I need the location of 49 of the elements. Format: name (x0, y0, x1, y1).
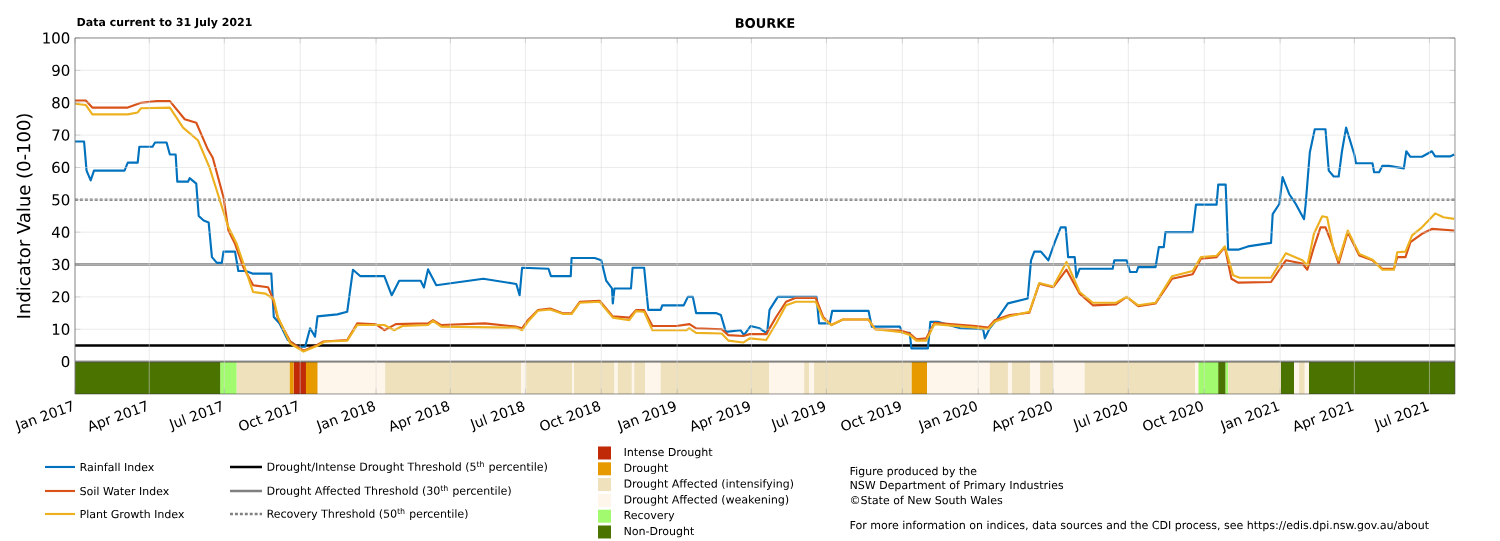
y-tick-label: 100 (43, 32, 70, 44)
legend-label: Drought Affected Threshold (30$^{th}$ percentile) (267, 485, 511, 497)
x-tick-label: Oct 2019 (841, 401, 901, 431)
y-tick-label: 20 (52, 291, 70, 303)
legend-label: Non-Drought (624, 526, 694, 538)
text: For more information on indices, data sources and the CDI process, see https://edis.dpi.nsw.gov.au/about (850, 520, 1429, 532)
legend-label: Soil Water Index (80, 486, 169, 496)
y-tick-label: 60 (52, 161, 70, 174)
chart-title: BOURKE (735, 18, 795, 28)
text: Data current to 31 July 2021 (77, 17, 252, 29)
y-tick-label: 70 (52, 129, 70, 141)
y-tick-label: 30 (52, 258, 70, 271)
x-tick-label: Apr 2018 (390, 401, 450, 432)
legend-label: Plant Growth Index (80, 509, 185, 519)
x-tick-label: Oct 2017 (239, 400, 297, 431)
legend-label: Intense Drought (624, 447, 713, 459)
legend-label: Drought/Intense Drought Threshold (5$^{th}$ percentile) (267, 461, 547, 473)
text: ©State of New South Wales (851, 495, 1003, 505)
text: Figure produced by the (850, 466, 977, 478)
legend-label: Rainfall Index (80, 462, 154, 472)
x-tick-label: Jan 2020 (918, 401, 977, 434)
text: NSW Department of Primary Industries (850, 480, 1064, 492)
x-tick-label: Apr 2020 (993, 401, 1052, 432)
x-tick-label: Oct 2018 (540, 401, 601, 431)
x-tick-label: Jul 2019 (771, 401, 826, 433)
legend-label: Drought (624, 463, 669, 475)
x-tick-label: Apr 2019 (691, 401, 750, 432)
y-tick-label: 40 (51, 226, 70, 238)
y-axis-title: Indicator Value (0-100) (16, 114, 33, 318)
x-tick-label: Jul 2020 (1073, 401, 1128, 433)
y-tick-label: 90 (52, 64, 70, 77)
x-tick-label: Apr 2021 (1294, 401, 1354, 432)
x-tick-label: Jul 2018 (470, 401, 525, 433)
x-tick-label: Jan 2019 (617, 401, 676, 434)
y-tick-label: 10 (52, 323, 70, 335)
x-tick-label: Jul 2021 (1374, 401, 1429, 433)
y-tick-label: 80 (52, 97, 70, 109)
legend-label: Recovery Threshold (50$^{th}$ percentile) (267, 508, 468, 520)
legend-label: Recovery (624, 511, 675, 522)
x-tick-label: Oct 2020 (1143, 401, 1203, 431)
x-tick-label: Jan 2017 (15, 400, 72, 434)
y-tick-label: 50 (52, 194, 70, 206)
x-tick-label: Jul 2017 (169, 400, 221, 433)
x-tick-label: Jan 2018 (316, 401, 376, 434)
x-tick-label: Apr 2017 (89, 400, 146, 432)
y-tick-label: 0 (61, 355, 70, 368)
legend-label: Drought Affected (weakening) (624, 495, 789, 506)
legend-label: Drought Affected (intensifying) (624, 479, 794, 490)
x-tick-label: Jan 2021 (1220, 401, 1280, 434)
